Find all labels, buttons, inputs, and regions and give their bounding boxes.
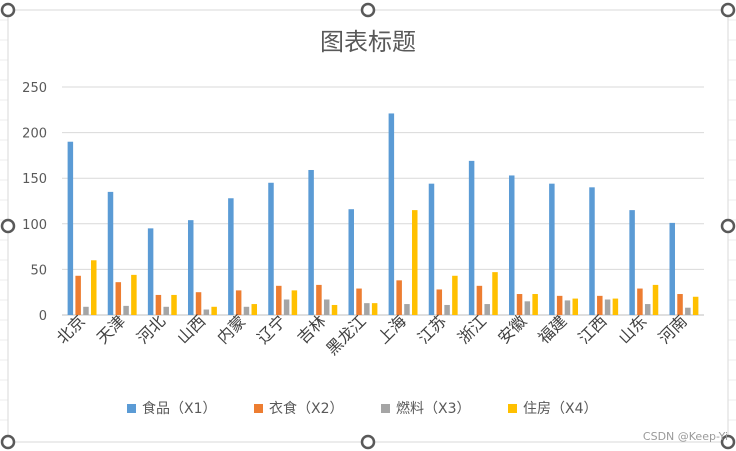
bar[interactable] xyxy=(163,306,169,315)
bar[interactable] xyxy=(677,294,683,315)
bar[interactable] xyxy=(107,191,114,315)
legend-swatch xyxy=(254,404,263,413)
bar[interactable] xyxy=(268,182,274,315)
bar[interactable] xyxy=(492,272,498,315)
bar[interactable] xyxy=(228,198,234,315)
bar[interactable] xyxy=(203,309,210,315)
bar[interactable] xyxy=(251,304,258,315)
bar[interactable] xyxy=(316,284,322,315)
bar[interactable] xyxy=(348,209,354,315)
bar[interactable] xyxy=(155,294,162,315)
bar[interactable] xyxy=(524,301,531,315)
bar[interactable] xyxy=(612,298,619,315)
bar[interactable] xyxy=(323,299,330,316)
bar[interactable] xyxy=(187,220,194,315)
y-tick-label: 200 xyxy=(22,127,47,142)
bar[interactable] xyxy=(637,288,643,315)
bar[interactable] xyxy=(388,113,395,315)
resize-handle[interactable] xyxy=(360,2,376,18)
bar[interactable] xyxy=(75,275,81,315)
bar[interactable] xyxy=(532,294,538,315)
bar[interactable] xyxy=(549,183,555,315)
bar[interactable] xyxy=(283,299,290,316)
y-tick-label: 100 xyxy=(22,218,47,233)
resize-handle[interactable] xyxy=(720,434,736,450)
bar[interactable] xyxy=(83,306,89,315)
resize-handle[interactable] xyxy=(720,2,736,18)
legend-label: 燃料（X3） xyxy=(396,400,471,417)
legend-label: 住房（X4） xyxy=(523,401,598,417)
bar[interactable] xyxy=(276,285,282,315)
bar[interactable] xyxy=(597,295,603,315)
watermark: CSDN @Keep-Yi xyxy=(642,430,728,443)
bar[interactable] xyxy=(371,303,378,315)
bar[interactable] xyxy=(123,305,129,315)
bar[interactable] xyxy=(396,280,402,315)
bar[interactable] xyxy=(508,175,515,315)
bar[interactable] xyxy=(211,306,217,315)
bar[interactable] xyxy=(604,299,611,316)
resize-handle[interactable] xyxy=(720,218,736,234)
bar[interactable] xyxy=(669,222,675,315)
y-tick-label: 250 xyxy=(22,81,47,96)
bar[interactable] xyxy=(67,141,74,315)
bar[interactable] xyxy=(652,284,659,315)
y-tick-label: 150 xyxy=(22,172,47,187)
bar[interactable] xyxy=(115,282,122,315)
legend-label: 衣食（X2） xyxy=(269,400,344,417)
legend-swatch xyxy=(508,404,517,413)
legend-swatch xyxy=(381,404,390,413)
bar[interactable] xyxy=(364,303,370,315)
bar[interactable] xyxy=(428,183,435,315)
resize-handle[interactable] xyxy=(0,218,16,234)
bar[interactable] xyxy=(644,304,651,315)
bar[interactable] xyxy=(235,290,242,315)
bar[interactable] xyxy=(629,210,635,315)
bar[interactable] xyxy=(291,290,298,315)
resize-handle[interactable] xyxy=(0,434,16,450)
bar[interactable] xyxy=(436,289,443,315)
bar[interactable] xyxy=(131,274,137,315)
bar[interactable] xyxy=(476,285,483,315)
bar[interactable] xyxy=(91,260,97,315)
bar[interactable] xyxy=(572,298,579,315)
bar[interactable] xyxy=(195,292,202,315)
bar[interactable] xyxy=(564,300,571,315)
chart-title: 图表标题 xyxy=(320,28,416,56)
bar[interactable] xyxy=(556,295,563,315)
bar[interactable] xyxy=(412,210,418,315)
bar[interactable] xyxy=(468,160,475,315)
y-tick-label: 0 xyxy=(39,309,47,324)
bar[interactable] xyxy=(444,304,450,315)
legend-label: 食品（X1） xyxy=(142,400,217,417)
legend-swatch xyxy=(127,404,136,413)
chart-area[interactable] xyxy=(7,9,729,443)
bar[interactable] xyxy=(452,275,458,315)
resize-handle[interactable] xyxy=(0,2,16,18)
bar[interactable] xyxy=(147,228,154,315)
resize-handle[interactable] xyxy=(360,434,376,450)
bar[interactable] xyxy=(404,304,410,315)
y-tick-label: 50 xyxy=(30,263,47,278)
bar[interactable] xyxy=(171,294,177,315)
bar[interactable] xyxy=(589,187,595,315)
bar[interactable] xyxy=(331,304,338,315)
bar[interactable] xyxy=(685,307,691,315)
bar[interactable] xyxy=(356,288,362,315)
bar[interactable] xyxy=(243,306,250,315)
bar[interactable] xyxy=(692,296,699,315)
bar[interactable] xyxy=(516,294,523,315)
bar[interactable] xyxy=(484,304,490,315)
bar[interactable] xyxy=(308,169,314,315)
